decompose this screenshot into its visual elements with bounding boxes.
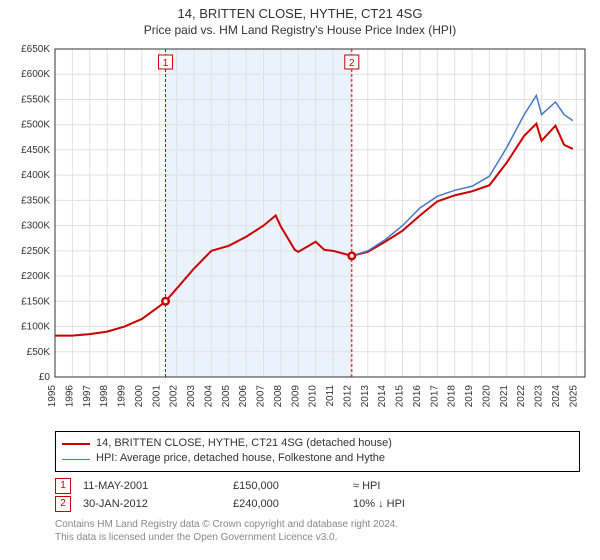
- event-number: 2: [55, 496, 71, 512]
- svg-text:£150K: £150K: [21, 296, 50, 307]
- svg-text:2019: 2019: [464, 385, 475, 408]
- svg-text:£500K: £500K: [21, 120, 50, 131]
- svg-text:2024: 2024: [551, 385, 562, 408]
- svg-text:£550K: £550K: [21, 94, 50, 105]
- svg-text:2023: 2023: [534, 385, 545, 408]
- legend-swatch-0: [62, 443, 90, 445]
- svg-text:2022: 2022: [516, 385, 527, 408]
- svg-text:£450K: £450K: [21, 145, 50, 156]
- svg-text:£300K: £300K: [21, 221, 50, 232]
- page-title: 14, BRITTEN CLOSE, HYTHE, CT21 4SG: [0, 6, 600, 21]
- legend-label-1: HPI: Average price, detached house, Folk…: [96, 451, 385, 466]
- svg-text:2018: 2018: [447, 385, 458, 408]
- svg-text:2017: 2017: [429, 385, 440, 408]
- svg-text:2009: 2009: [290, 385, 301, 408]
- svg-text:2016: 2016: [412, 385, 423, 408]
- svg-text:£400K: £400K: [21, 170, 50, 181]
- legend-box: 14, BRITTEN CLOSE, HYTHE, CT21 4SG (deta…: [55, 431, 580, 472]
- legend-row-0: 14, BRITTEN CLOSE, HYTHE, CT21 4SG (deta…: [62, 436, 573, 451]
- event-delta: 10% ↓ HPI: [353, 498, 405, 510]
- svg-text:2006: 2006: [238, 385, 249, 408]
- svg-text:£0: £0: [39, 372, 51, 383]
- svg-text:2010: 2010: [308, 385, 319, 408]
- legend-label-0: 14, BRITTEN CLOSE, HYTHE, CT21 4SG (deta…: [96, 436, 392, 451]
- svg-text:2: 2: [349, 58, 355, 69]
- svg-text:2002: 2002: [169, 385, 180, 408]
- svg-text:£650K: £650K: [21, 44, 50, 55]
- svg-text:1996: 1996: [64, 385, 75, 408]
- svg-text:2008: 2008: [273, 385, 284, 408]
- svg-text:1997: 1997: [82, 385, 93, 408]
- price-chart: £0 £50K £100K £150K £200K £250K £300K £350K £400…: [0, 37, 600, 427]
- event-row: 2 30-JAN-2012 £240,000 10% ↓ HPI: [55, 496, 580, 512]
- svg-text:£350K: £350K: [21, 195, 50, 206]
- svg-text:2004: 2004: [203, 385, 214, 408]
- legend-row-1: HPI: Average price, detached house, Folk…: [62, 451, 573, 466]
- event-delta: ≈ HPI: [353, 480, 380, 492]
- svg-text:2013: 2013: [360, 385, 371, 408]
- note-line-1: Contains HM Land Registry data © Crown c…: [55, 518, 580, 531]
- svg-text:2001: 2001: [151, 385, 162, 408]
- svg-text:£100K: £100K: [21, 322, 50, 333]
- event-number: 1: [55, 478, 71, 494]
- event-price: £150,000: [233, 480, 353, 492]
- svg-text:2015: 2015: [395, 385, 406, 408]
- event-date: 11-MAY-2001: [83, 480, 233, 492]
- svg-text:2003: 2003: [186, 385, 197, 408]
- svg-text:1998: 1998: [99, 385, 110, 408]
- svg-text:2011: 2011: [325, 385, 336, 407]
- event-row: 1 11-MAY-2001 £150,000 ≈ HPI: [55, 478, 580, 494]
- svg-text:2000: 2000: [134, 385, 145, 408]
- svg-text:2020: 2020: [481, 385, 492, 408]
- svg-text:2025: 2025: [568, 385, 579, 408]
- svg-text:2014: 2014: [377, 385, 388, 408]
- svg-text:£200K: £200K: [21, 271, 50, 282]
- svg-text:1999: 1999: [117, 385, 128, 408]
- events-table: 1 11-MAY-2001 £150,000 ≈ HPI 2 30-JAN-20…: [55, 478, 580, 512]
- svg-text:£600K: £600K: [21, 69, 50, 80]
- svg-text:£50K: £50K: [27, 347, 51, 358]
- page-subtitle: Price paid vs. HM Land Registry's House …: [0, 23, 600, 37]
- svg-text:1: 1: [163, 58, 169, 69]
- footer-note: Contains HM Land Registry data © Crown c…: [55, 518, 580, 544]
- svg-text:1995: 1995: [47, 385, 58, 408]
- svg-text:2021: 2021: [499, 385, 510, 408]
- event-price: £240,000: [233, 498, 353, 510]
- svg-text:2005: 2005: [221, 385, 232, 408]
- event-date: 30-JAN-2012: [83, 498, 233, 510]
- note-line-2: This data is licensed under the Open Gov…: [55, 531, 580, 544]
- svg-text:£250K: £250K: [21, 246, 50, 257]
- svg-text:2007: 2007: [256, 385, 267, 408]
- svg-text:2012: 2012: [342, 385, 353, 408]
- legend-swatch-1: [62, 459, 90, 460]
